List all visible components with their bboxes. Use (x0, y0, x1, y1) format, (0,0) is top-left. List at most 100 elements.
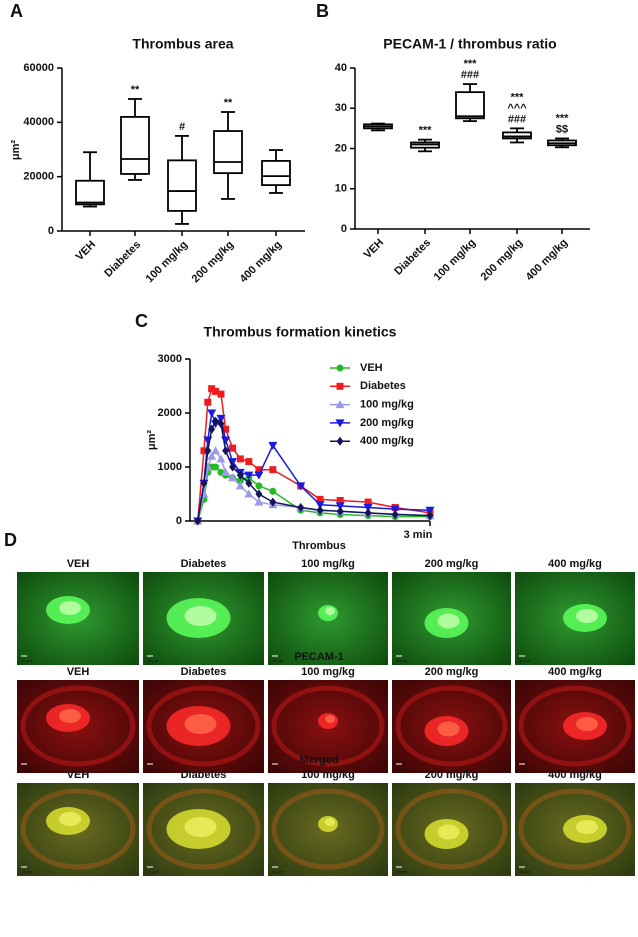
marker (315, 501, 325, 510)
legend-label: VEH (360, 362, 383, 374)
legend-marker (335, 419, 345, 428)
image-label: 400 mg/kg (548, 666, 602, 678)
image-label: 200 mg/kg (425, 666, 479, 678)
y-tick-label: 1000 (158, 461, 182, 473)
significance-label: *** (556, 112, 570, 124)
box (167, 159, 197, 212)
image-label: 400 mg/kg (548, 558, 602, 570)
marker (208, 385, 216, 393)
marker (204, 446, 212, 456)
marker (316, 505, 324, 515)
image-label: 200 mg/kg (425, 769, 479, 781)
image-label: 100 mg/kg (301, 666, 355, 678)
marker (336, 496, 344, 504)
image-label: 200 mg/kg (425, 558, 479, 570)
scale-bar-label: 10 μm (396, 658, 408, 663)
vessel-ring (271, 685, 385, 767)
scale-bar-label: 10 μm (519, 766, 531, 771)
marker (228, 473, 238, 482)
x-tick-label: 200 mg/kg (190, 239, 237, 286)
x-tick-label: 400 mg/kg (238, 239, 285, 286)
thrombus-core (325, 715, 335, 723)
vessel-ring (395, 685, 508, 767)
x-tick-label: 100 mg/kg (144, 239, 191, 286)
scale-bar-label: 10 μm (147, 658, 159, 663)
marker (244, 471, 254, 480)
vessel-ring (146, 788, 261, 870)
x-tick-label: VEH (362, 237, 387, 262)
marker (254, 471, 264, 480)
legend-label: 100 mg/kg (360, 399, 414, 411)
box (261, 160, 291, 186)
scale-bar-label: 10 μm (21, 658, 33, 663)
thrombus-core (325, 607, 335, 615)
scale-bar-label: 10 μm (272, 658, 284, 663)
marker (425, 506, 435, 515)
marker (211, 446, 221, 455)
marker (212, 387, 220, 395)
marker (390, 505, 400, 514)
y-tick-label: 40000 (23, 116, 54, 128)
x-tick-label: 400 mg/kg (524, 237, 571, 284)
significance-label: *** (419, 125, 433, 137)
significance-label: *** (511, 91, 525, 103)
thrombus-core (59, 812, 81, 826)
marker (426, 511, 434, 521)
marker (245, 478, 253, 488)
vessel-ring (518, 685, 632, 767)
thrombus-core (325, 818, 335, 826)
box (502, 131, 532, 140)
vessel-ring (395, 788, 508, 870)
y-tick-label: 3000 (158, 353, 182, 365)
image-label: 400 mg/kg (548, 769, 602, 781)
chart-title: PECAM-1 / thrombus ratio (383, 36, 556, 52)
marker (269, 487, 277, 495)
legend-marker (335, 400, 345, 409)
marker (268, 441, 278, 450)
y-axis-label: μm² (10, 140, 22, 161)
panel-letter: D (4, 530, 17, 550)
marker (217, 390, 225, 398)
significance-label: # (179, 121, 185, 133)
marker (269, 497, 277, 507)
x-tick-label: VEH (74, 239, 99, 264)
y-tick-label: 2000 (158, 407, 182, 419)
marker (235, 481, 245, 490)
image-label: VEH (67, 666, 90, 678)
y-tick-label: 20000 (23, 171, 54, 183)
panel-letter: A (10, 1, 23, 21)
y-tick-label: 20 (335, 142, 347, 154)
marker (391, 510, 399, 520)
marker (208, 424, 216, 434)
scale-bar-label: 10 μm (21, 766, 33, 771)
legend-marker (336, 382, 344, 390)
marker (222, 446, 230, 456)
marker (216, 414, 226, 423)
marker (194, 516, 202, 526)
chart-title: Thrombus formation kinetics (204, 324, 397, 340)
marker (207, 409, 217, 418)
marker (216, 454, 226, 463)
marker (364, 498, 372, 506)
box (120, 116, 150, 175)
thrombus-core (59, 601, 81, 615)
thrombus-core (184, 606, 217, 626)
legend-marker (336, 364, 344, 372)
vessel-ring (518, 788, 632, 870)
marker (245, 458, 253, 466)
scale-bar-label: 10 μm (519, 658, 531, 663)
thrombus-core (576, 717, 598, 731)
marker (217, 419, 225, 429)
vessel-ring (20, 685, 136, 767)
x-tick-label: 100 mg/kg (432, 237, 479, 284)
marker (212, 463, 220, 471)
scale-bar-label: 10 μm (272, 869, 284, 874)
x-tick-label: Diabetes (102, 239, 143, 280)
significance-label: *** (464, 58, 478, 70)
scale-bar-label: 10 μm (519, 869, 531, 874)
marker (229, 444, 237, 452)
marker (236, 470, 244, 480)
y-tick-label: 30 (335, 102, 347, 114)
thrombus-core (576, 609, 598, 623)
